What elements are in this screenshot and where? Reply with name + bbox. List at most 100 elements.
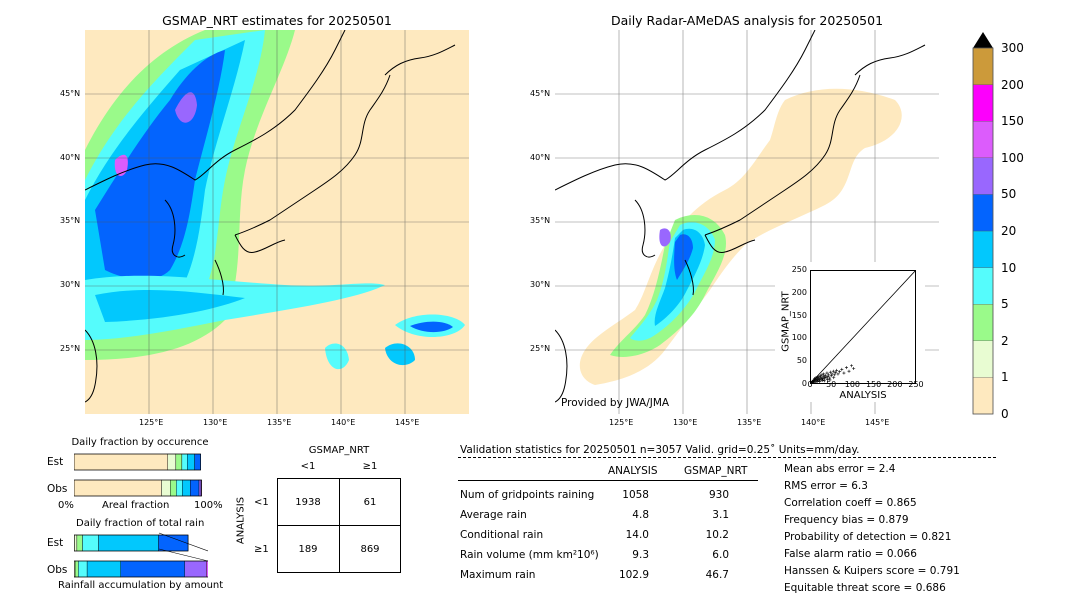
scatter-point bbox=[826, 375, 830, 379]
colorbar-segment bbox=[972, 230, 994, 268]
scatter-point bbox=[823, 373, 827, 377]
right-map-coastline bbox=[555, 30, 926, 403]
scatter-xlabel: ANALYSIS bbox=[839, 390, 887, 401]
total-rain-chart bbox=[74, 532, 208, 578]
analysis-rain-blue bbox=[654, 228, 705, 326]
stacked-bar-segment bbox=[206, 560, 208, 578]
scatter-xtick-label: 50 bbox=[826, 380, 837, 389]
validation-row-gsmap: 6.0 bbox=[712, 549, 729, 561]
colorbar-tick-label: 5 bbox=[1001, 297, 1009, 312]
contingency-table bbox=[277, 478, 401, 573]
validation-row-analysis: 14.0 bbox=[625, 529, 649, 541]
scatter-point bbox=[830, 372, 834, 376]
scatter-point bbox=[838, 370, 842, 374]
total-rain-row-est: Est bbox=[47, 537, 64, 549]
right-lat-label-40: 40°N bbox=[530, 153, 551, 162]
colorbar-segment bbox=[972, 267, 994, 305]
scatter-ytick-label: 250 bbox=[791, 265, 807, 274]
stacked-bar-segment bbox=[176, 479, 183, 497]
left-map-grid bbox=[85, 30, 469, 414]
scatter-point bbox=[820, 378, 824, 382]
validation-row-gsmap: 46.7 bbox=[705, 569, 729, 581]
scatter-point bbox=[825, 377, 829, 381]
left-lon-label-140: 140°E bbox=[331, 418, 356, 427]
stacked-bar-segment bbox=[86, 560, 121, 578]
left-lon-label-135: 135°E bbox=[267, 418, 292, 427]
stacked-bar-segment bbox=[74, 560, 79, 578]
scatter-point bbox=[852, 366, 856, 370]
contingency-cell-10: 189 bbox=[298, 544, 318, 555]
scatter-point bbox=[828, 376, 832, 380]
right-lon-label-140: 140°E bbox=[801, 418, 826, 427]
scatter-ytick-label: 200 bbox=[791, 287, 807, 297]
colorbar-tick-label: 1 bbox=[1001, 370, 1009, 385]
left-lon-label-125: 125°E bbox=[139, 418, 164, 427]
stacked-bar-segment bbox=[98, 534, 159, 552]
validation-col-analysis: ANALYSIS bbox=[608, 465, 658, 477]
colorbar-tick-label: 300 bbox=[1001, 41, 1024, 55]
validation-row-label: Conditional rain bbox=[460, 529, 544, 541]
occurrence-title: Daily fraction by occurence bbox=[71, 437, 209, 448]
scatter-point bbox=[811, 381, 815, 384]
stacked-bar-segment bbox=[74, 453, 169, 471]
scatter-plot bbox=[810, 270, 916, 384]
analysis-rain-deep bbox=[674, 234, 693, 280]
right-lon-label-130: 130°E bbox=[673, 418, 698, 427]
scatter-point bbox=[835, 368, 839, 372]
scatter-point bbox=[831, 369, 835, 373]
validation-row-gsmap: 930 bbox=[708, 489, 729, 501]
scatter-xtick-label: 100 bbox=[844, 380, 861, 389]
score-line: False alarm ratio = 0.066 bbox=[784, 548, 917, 560]
stacked-bar-segment bbox=[78, 560, 88, 578]
scatter-point bbox=[842, 371, 846, 375]
rain-band-south-blue bbox=[95, 289, 245, 322]
scatter-ytick-label: 50 bbox=[796, 356, 807, 366]
validation-col-gsmap: GSMAP_NRT bbox=[684, 465, 748, 477]
colorbar-segment bbox=[972, 340, 994, 378]
scatter-point bbox=[824, 376, 828, 380]
map-credit: Provided by JWA/JMA bbox=[561, 397, 670, 409]
scatter-point bbox=[817, 377, 821, 381]
scatter-xtick-label: 150 bbox=[865, 380, 882, 389]
left-lon-label-145: 145°E bbox=[395, 418, 420, 427]
scatter-point bbox=[827, 373, 831, 377]
scatter-xtick-label: 0 bbox=[807, 380, 813, 389]
colorbar-tick-label: 150 bbox=[1001, 114, 1024, 129]
scatter-point bbox=[833, 373, 837, 377]
left-map-coastline bbox=[85, 30, 456, 403]
contingency-title: GSMAP_NRT bbox=[308, 445, 370, 456]
left-lat-label-35: 35°N bbox=[60, 216, 81, 225]
validation-col-rule bbox=[458, 480, 758, 481]
stacked-bar-segment bbox=[167, 453, 177, 471]
rain-cell-sw-2 bbox=[385, 343, 415, 366]
stacked-bar-frame bbox=[74, 479, 202, 497]
validation-row-label: Num of gridpoints raining bbox=[460, 489, 595, 501]
stacked-bar-segment bbox=[190, 479, 200, 497]
left-map-precipitation bbox=[85, 30, 465, 370]
scatter-point bbox=[844, 366, 848, 370]
left-map-title: GSMAP_NRT estimates for 20250501 bbox=[162, 13, 392, 28]
validation-row-analysis: 4.8 bbox=[632, 509, 649, 521]
right-lon-label-125: 125°E bbox=[609, 418, 634, 427]
scatter-point bbox=[810, 382, 813, 384]
scatter-point bbox=[847, 369, 851, 373]
score-line: Frequency bias = 0.879 bbox=[784, 514, 909, 526]
scatter-point bbox=[832, 376, 836, 380]
right-lat-label-45: 45°N bbox=[530, 89, 551, 98]
stacked-bar-frame bbox=[74, 560, 208, 578]
right-lon-label-145: 145°E bbox=[865, 418, 890, 427]
left-lat-label-30: 30°N bbox=[60, 280, 81, 289]
validation-row-analysis: 9.3 bbox=[632, 549, 649, 561]
contingency-row-ge1: ≥1 bbox=[254, 544, 269, 555]
stacked-bar-segment bbox=[198, 479, 202, 497]
total-rain-connector bbox=[158, 532, 208, 562]
total-rain-row-obs: Obs bbox=[47, 564, 68, 576]
scatter-point bbox=[822, 372, 826, 376]
contingency-col-lt1: <1 bbox=[300, 461, 316, 472]
colorbar-segment bbox=[972, 194, 994, 232]
score-line: Equitable threat score = 0.686 bbox=[784, 582, 946, 594]
contingency-cell-11: 869 bbox=[360, 544, 380, 555]
colorbar-tick-label: 200 bbox=[1001, 77, 1024, 92]
contingency-cell-00: 1938 bbox=[295, 497, 321, 508]
right-lon-label-135: 135°E bbox=[737, 418, 762, 427]
